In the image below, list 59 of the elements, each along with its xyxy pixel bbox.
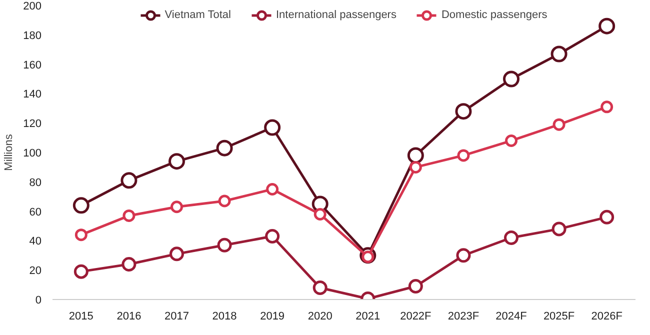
point [168, 153, 185, 170]
point [265, 229, 280, 244]
y-tick-label: 140 [23, 88, 42, 101]
point [120, 172, 138, 189]
y-tick-label: 60 [29, 206, 42, 218]
point [503, 70, 520, 88]
point [409, 160, 422, 174]
point [170, 200, 183, 214]
y-tick-label: 80 [29, 176, 42, 189]
point [552, 222, 566, 236]
point [217, 238, 232, 252]
x-tick-label: 2017 [164, 310, 189, 322]
point [218, 194, 231, 208]
point [314, 208, 326, 220]
point [455, 103, 472, 120]
x-tick-label: 2025F [543, 310, 575, 322]
legend-label: Domestic passengers [441, 9, 548, 21]
point [600, 100, 614, 114]
point [122, 209, 136, 222]
x-tick-label: 2024F [496, 310, 528, 322]
point [122, 256, 136, 272]
x-tick-label: 2015 [68, 310, 94, 322]
y-tick-label: 100 [23, 148, 42, 160]
point [504, 230, 519, 245]
legend-label: Vietnam Total [164, 9, 231, 21]
x-tick-label: 2023F [448, 310, 480, 322]
point [457, 149, 470, 162]
x-tick-label: 2016 [116, 310, 142, 322]
y-axis-title: Millions [3, 134, 16, 171]
y-tick-label: 180 [23, 30, 42, 42]
point [408, 279, 423, 294]
point [550, 46, 568, 62]
point [216, 140, 233, 156]
x-tick-label: 2020 [308, 310, 332, 322]
y-tick-label: 0 [35, 294, 42, 306]
point [552, 118, 566, 131]
point [600, 210, 614, 224]
legend-label: International passengers [276, 9, 396, 21]
x-tick-label: 2018 [212, 310, 237, 322]
x-tick-label: 2026F [591, 310, 623, 322]
y-tick-label: 120 [23, 118, 42, 130]
y-tick-label: 200 [23, 0, 42, 12]
y-tick-label: 160 [23, 59, 42, 72]
point [407, 147, 424, 164]
point [169, 246, 184, 262]
x-tick-label: 2022F [400, 310, 432, 322]
y-tick-label: 20 [29, 265, 42, 278]
point [266, 183, 279, 196]
point [312, 280, 328, 295]
point [74, 264, 88, 279]
point [598, 18, 616, 34]
y-tick-label: 40 [29, 236, 42, 248]
point [72, 197, 90, 214]
x-tick-label: 2021 [356, 310, 380, 322]
point [456, 248, 471, 263]
point [505, 134, 518, 147]
point [74, 228, 88, 242]
x-tick-label: 2019 [260, 310, 285, 322]
point [264, 119, 281, 136]
